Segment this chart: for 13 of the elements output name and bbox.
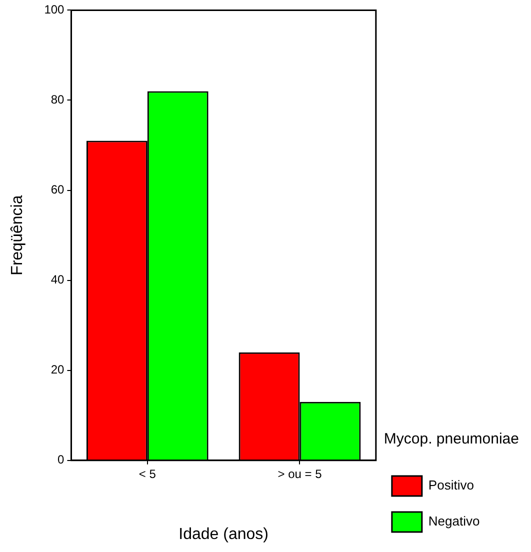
legend-label: Negativo	[428, 514, 480, 529]
legend-label: Positivo	[428, 478, 474, 493]
x-tick-label: < 5	[138, 466, 156, 481]
y-tick-label: 20	[50, 362, 65, 377]
legend-title: Mycop. pneumoniae	[384, 430, 520, 448]
x-tick-label: > ou = 5	[278, 466, 322, 481]
x-axis-title: Idade (anos)	[178, 526, 268, 543]
y-tick-label: 80	[50, 92, 65, 107]
y-tick-label: 0	[58, 452, 65, 467]
y-tick-label: 100	[44, 2, 65, 17]
y-axis-title: Freqüência	[9, 195, 26, 276]
y-tick-label: 40	[50, 272, 65, 287]
y-tick-label: 60	[50, 182, 65, 197]
